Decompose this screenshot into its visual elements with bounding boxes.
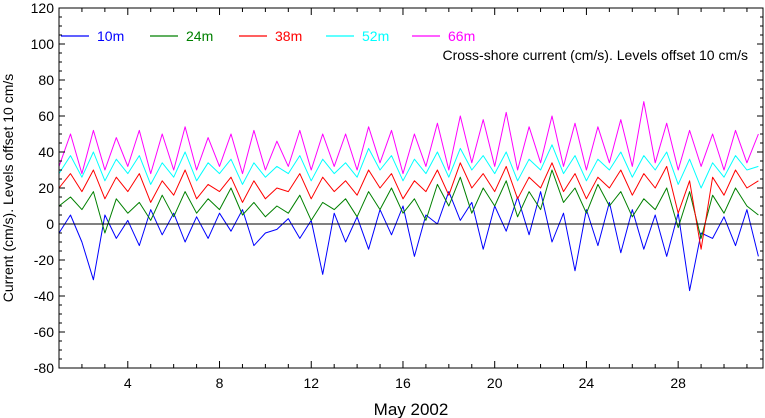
- plot-background: [59, 8, 763, 368]
- x-tick-label: 24: [579, 375, 595, 391]
- x-tick-label: 12: [303, 375, 319, 391]
- legend-label-38m: 38m: [275, 28, 302, 44]
- series-line-38m: [59, 162, 759, 250]
- legend: 10m 24m 38m 52m 66m: [61, 28, 475, 44]
- x-tick-label: 8: [216, 375, 224, 391]
- x-axis: 4 8 12 16 20 24 28: [58, 8, 748, 391]
- x-tick-label: 20: [487, 375, 503, 391]
- y-axis: -80 -60 -40 -20 0 20 40 60 80 100 120: [31, 0, 763, 376]
- y-tick-label: -20: [34, 252, 54, 268]
- legend-label-66m: 66m: [448, 28, 475, 44]
- y-tick-label: -40: [34, 288, 54, 304]
- y-tick-label: -60: [34, 324, 54, 340]
- series-layer: [59, 101, 759, 292]
- x-tick-label: 4: [124, 375, 132, 391]
- chart-annotation: Cross-shore current (cm/s). Levels offse…: [443, 47, 749, 63]
- y-tick-label: 60: [38, 108, 54, 124]
- series-line-10m: [59, 191, 759, 292]
- y-axis-label: Current (cm/s). Levels offset 10 cm/s: [0, 74, 16, 302]
- y-tick-label: 80: [38, 72, 54, 88]
- y-tick-label: 40: [38, 144, 54, 160]
- legend-label-52m: 52m: [362, 28, 389, 44]
- x-tick-label: 16: [395, 375, 411, 391]
- series-line-66m: [59, 101, 759, 175]
- x-tick-label: 28: [670, 375, 686, 391]
- y-tick-label: 120: [31, 0, 55, 16]
- legend-label-10m: 10m: [97, 28, 124, 44]
- y-tick-label: 0: [46, 216, 54, 232]
- series-line-52m: [59, 144, 759, 189]
- y-tick-label: -80: [34, 360, 54, 376]
- y-tick-label: 20: [38, 180, 54, 196]
- legend-label-24m: 24m: [186, 28, 213, 44]
- y-tick-label: 100: [31, 36, 55, 52]
- series-line-24m: [59, 169, 759, 239]
- x-axis-label: May 2002: [374, 400, 449, 418]
